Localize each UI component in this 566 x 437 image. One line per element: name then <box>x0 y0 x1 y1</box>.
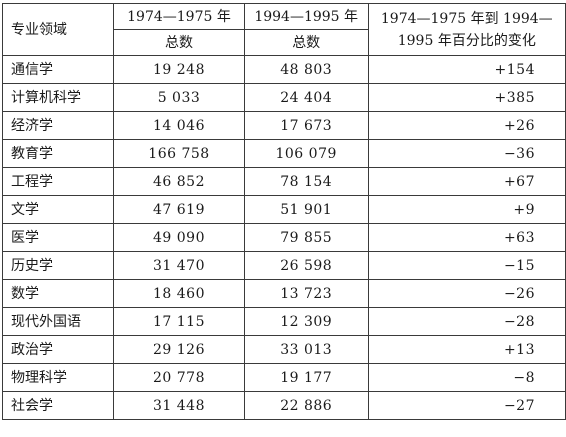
header-period-1974-1975: 1974—1975 年 <box>113 3 245 30</box>
field-cell: 工程学 <box>1 167 115 196</box>
total-1974-1975-cell: 31 470 <box>113 251 245 280</box>
table-row: 通信学 19 248 48 803 +154 <box>1 55 566 84</box>
total-1994-1995-cell: 106 079 <box>243 139 369 168</box>
table-row: 政治学 29 126 33 013 +13 <box>1 335 566 364</box>
degree-table-container: 专业领域 1974—1975 年 1994—1995 年 1974—1975 年… <box>1 3 566 420</box>
table-row: 社会学 31 448 22 886 −27 <box>1 391 566 420</box>
percent-change-cell: +67 <box>367 167 566 196</box>
percent-change-cell: +26 <box>367 111 566 140</box>
field-cell: 经济学 <box>1 111 115 140</box>
table-row: 医学 49 090 79 855 +63 <box>1 223 566 252</box>
percent-change-cell: +154 <box>367 55 566 84</box>
total-1994-1995-cell: 26 598 <box>243 251 369 280</box>
total-1974-1975-cell: 49 090 <box>113 223 245 252</box>
total-1994-1995-cell: 12 309 <box>243 307 369 336</box>
table-row: 经济学 14 046 17 673 +26 <box>1 111 566 140</box>
table-body: 通信学 19 248 48 803 +154 计算机科学 5 033 24 404 +385 经… <box>1 55 566 420</box>
header-period-1994-1995: 1994—1995 年 <box>243 3 369 30</box>
total-1994-1995-cell: 79 855 <box>243 223 369 252</box>
percent-change-cell: −8 <box>367 363 566 392</box>
header-percent-change: 1974—1975 年到 1994— 1995 年百分比的变化 <box>367 3 566 56</box>
percent-change-cell: −28 <box>367 307 566 336</box>
percent-change-cell: −27 <box>367 391 566 420</box>
field-cell: 文学 <box>1 195 115 224</box>
percent-change-cell: +63 <box>367 223 566 252</box>
table-row: 物理科学 20 778 19 177 −8 <box>1 363 566 392</box>
total-1994-1995-cell: 13 723 <box>243 279 369 308</box>
table-row: 数学 18 460 13 723 −26 <box>1 279 566 308</box>
percent-change-cell: +385 <box>367 83 566 112</box>
percent-change-cell: −36 <box>367 139 566 168</box>
table-row: 计算机科学 5 033 24 404 +385 <box>1 83 566 112</box>
total-1974-1975-cell: 29 126 <box>113 335 245 364</box>
total-1974-1975-cell: 46 852 <box>113 167 245 196</box>
field-cell: 政治学 <box>1 335 115 364</box>
field-cell: 教育学 <box>1 139 115 168</box>
total-1994-1995-cell: 17 673 <box>243 111 369 140</box>
total-1974-1975-cell: 18 460 <box>113 279 245 308</box>
header-total-1974-1975: 总数 <box>113 29 245 56</box>
field-cell: 物理科学 <box>1 363 115 392</box>
field-cell: 历史学 <box>1 251 115 280</box>
header-total-1994-1995: 总数 <box>243 29 369 56</box>
header-row-2: 总数 总数 <box>3 29 566 56</box>
field-cell: 现代外国语 <box>1 307 115 336</box>
total-1994-1995-cell: 48 803 <box>243 55 369 84</box>
total-1974-1975-cell: 166 758 <box>113 139 245 168</box>
percent-change-cell: −15 <box>367 251 566 280</box>
field-cell: 社会学 <box>1 391 115 420</box>
total-1974-1975-cell: 20 778 <box>113 363 245 392</box>
total-1974-1975-cell: 47 619 <box>113 195 245 224</box>
table-row: 现代外国语 17 115 12 309 −28 <box>1 307 566 336</box>
percent-change-cell: −26 <box>367 279 566 308</box>
table-row: 教育学 166 758 106 079 −36 <box>1 139 566 168</box>
header-percent-change-line-2: 1995 年百分比的变化 <box>397 32 536 49</box>
total-1994-1995-cell: 78 154 <box>243 167 369 196</box>
total-1974-1975-cell: 5 033 <box>113 83 245 112</box>
percent-change-cell: +9 <box>367 195 566 224</box>
header-percent-change-line-1: 1974—1975 年到 1994— <box>380 10 553 27</box>
total-1994-1995-cell: 19 177 <box>243 363 369 392</box>
field-cell: 计算机科学 <box>1 83 115 112</box>
total-1974-1975-cell: 17 115 <box>113 307 245 336</box>
field-cell: 医学 <box>1 223 115 252</box>
percent-change-cell: +13 <box>367 335 566 364</box>
table-row: 工程学 46 852 78 154 +67 <box>1 167 566 196</box>
degree-table: 专业领域 1974—1975 年 1994—1995 年 1974—1975 年… <box>1 3 566 420</box>
total-1994-1995-cell: 33 013 <box>243 335 369 364</box>
table-row: 文学 47 619 51 901 +9 <box>1 195 566 224</box>
header-field: 专业领域 <box>1 3 115 56</box>
total-1994-1995-cell: 22 886 <box>243 391 369 420</box>
total-1994-1995-cell: 51 901 <box>243 195 369 224</box>
total-1974-1975-cell: 31 448 <box>113 391 245 420</box>
total-1974-1975-cell: 19 248 <box>113 55 245 84</box>
total-1994-1995-cell: 24 404 <box>243 83 369 112</box>
field-cell: 数学 <box>1 279 115 308</box>
table-header: 专业领域 1974—1975 年 1994—1995 年 1974—1975 年… <box>1 3 566 56</box>
total-1974-1975-cell: 14 046 <box>113 111 245 140</box>
field-cell: 通信学 <box>1 55 115 84</box>
header-row-1: 专业领域 1974—1975 年 1994—1995 年 1974—1975 年… <box>1 3 566 56</box>
table-row: 历史学 31 470 26 598 −15 <box>1 251 566 280</box>
